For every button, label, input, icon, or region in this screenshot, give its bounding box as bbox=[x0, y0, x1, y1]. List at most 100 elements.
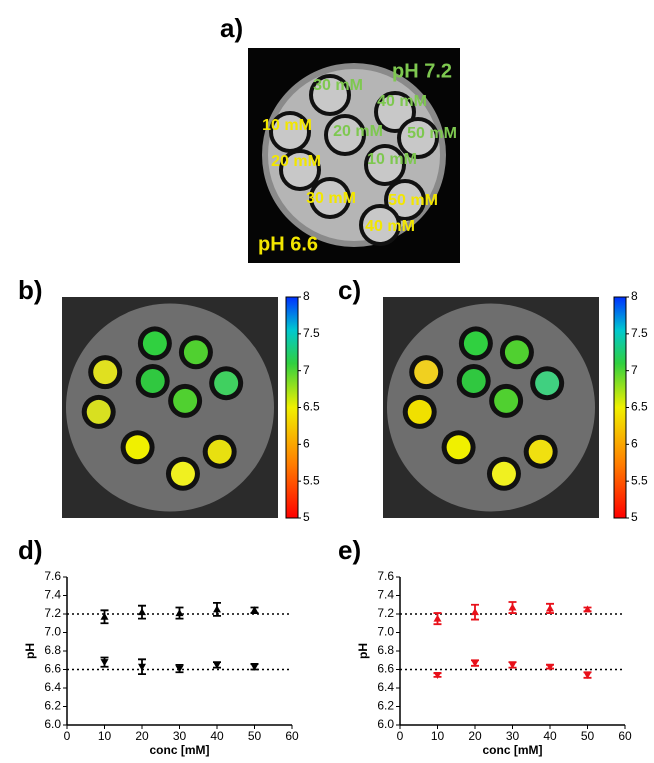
point bbox=[471, 660, 479, 668]
ph-spot bbox=[86, 399, 111, 424]
colorbar-tick-label: 6 bbox=[631, 437, 638, 451]
image-annotation: 30 mM bbox=[306, 190, 356, 207]
point bbox=[138, 608, 146, 616]
y-tick-label: 7.2 bbox=[377, 606, 394, 620]
ph-spot bbox=[142, 331, 167, 356]
point bbox=[138, 663, 146, 671]
colorbar bbox=[285, 296, 299, 519]
panel-label: c) bbox=[338, 275, 361, 305]
ph-spot bbox=[504, 340, 529, 365]
panel-label: b) bbox=[18, 275, 43, 305]
colorbar-tick-label: 6 bbox=[303, 437, 310, 451]
point bbox=[100, 659, 109, 667]
x-tick-label: 60 bbox=[285, 729, 299, 743]
point bbox=[250, 606, 259, 614]
image-annotation: 20 mM bbox=[333, 123, 383, 140]
ph-spot bbox=[407, 399, 432, 424]
point bbox=[433, 614, 442, 622]
x-tick-label: 0 bbox=[64, 729, 71, 743]
y-tick-label: 7.2 bbox=[44, 606, 61, 620]
point bbox=[213, 661, 221, 669]
x-axis-label: conc [mM] bbox=[483, 743, 543, 757]
y-axis-label: pH bbox=[356, 643, 370, 659]
ph-spot bbox=[491, 461, 516, 486]
y-tick-label: 6.2 bbox=[44, 699, 61, 713]
ph-spot bbox=[494, 388, 519, 413]
colorbar-tick-label: 7.5 bbox=[631, 326, 648, 340]
y-tick-label: 7.0 bbox=[377, 625, 394, 639]
x-tick-label: 10 bbox=[98, 729, 112, 743]
ph-spot bbox=[214, 371, 239, 396]
ph-spot bbox=[535, 371, 560, 396]
y-tick-label: 7.4 bbox=[44, 588, 61, 602]
y-axis-label: pH bbox=[23, 643, 37, 659]
y-tick-label: 6.2 bbox=[377, 699, 394, 713]
point bbox=[175, 609, 184, 617]
vial bbox=[269, 111, 311, 153]
colorbar-tick-label: 8 bbox=[303, 289, 310, 303]
ph-spot bbox=[170, 461, 195, 486]
colorbar-tick-label: 7 bbox=[303, 363, 310, 377]
point bbox=[508, 603, 517, 611]
y-tick-label: 6.0 bbox=[377, 717, 394, 731]
x-tick-label: 20 bbox=[135, 729, 149, 743]
panel-label: d) bbox=[18, 535, 43, 565]
colorbar-tick-label: 7.5 bbox=[303, 326, 320, 340]
point bbox=[100, 612, 109, 620]
y-tick-label: 6.8 bbox=[44, 643, 61, 657]
image-annotation: pH 6.6 bbox=[258, 233, 318, 255]
point bbox=[213, 605, 221, 613]
x-tick-label: 30 bbox=[506, 729, 520, 743]
ph-spot bbox=[140, 368, 165, 393]
y-tick-label: 7.6 bbox=[44, 569, 61, 583]
x-tick-label: 10 bbox=[431, 729, 445, 743]
ph-spot bbox=[528, 439, 553, 464]
image-annotation: 50 mM bbox=[388, 192, 438, 209]
colorbar-tick-label: 6.5 bbox=[631, 400, 648, 414]
ph-spot bbox=[207, 439, 232, 464]
ph-spot bbox=[414, 360, 439, 385]
x-tick-label: 50 bbox=[248, 729, 262, 743]
x-tick-label: 50 bbox=[581, 729, 595, 743]
y-tick-label: 6.4 bbox=[44, 680, 61, 694]
vial bbox=[384, 179, 426, 221]
x-tick-label: 20 bbox=[468, 729, 482, 743]
ph-spot bbox=[93, 360, 118, 385]
x-tick-label: 0 bbox=[397, 729, 404, 743]
vial bbox=[279, 149, 321, 191]
vial bbox=[324, 114, 366, 156]
y-tick-label: 7.4 bbox=[377, 588, 394, 602]
y-tick-label: 6.0 bbox=[44, 717, 61, 731]
ph-spot bbox=[173, 388, 198, 413]
point bbox=[471, 608, 479, 616]
image-annotation: 40 mM bbox=[365, 218, 415, 235]
colorbar-tick-label: 8 bbox=[631, 289, 638, 303]
y-tick-label: 7.6 bbox=[377, 569, 394, 583]
vial bbox=[374, 91, 416, 133]
ph-spot bbox=[183, 340, 208, 365]
vial bbox=[309, 177, 351, 219]
point bbox=[583, 672, 592, 680]
ph-spot bbox=[446, 435, 471, 460]
y-tick-label: 7.0 bbox=[44, 625, 61, 639]
image-annotation: pH 7.2 bbox=[392, 60, 452, 82]
image-annotation: 20 mM bbox=[271, 153, 321, 170]
ph-spot bbox=[463, 331, 488, 356]
point bbox=[546, 663, 554, 671]
x-tick-label: 30 bbox=[173, 729, 187, 743]
vial bbox=[309, 74, 351, 116]
y-tick-label: 6.6 bbox=[377, 662, 394, 676]
colorbar-tick-label: 6.5 bbox=[303, 400, 320, 414]
point bbox=[546, 604, 554, 612]
x-tick-label: 40 bbox=[543, 729, 557, 743]
colorbar bbox=[613, 296, 627, 519]
image-annotation: 10 mM bbox=[367, 151, 417, 168]
vial bbox=[397, 117, 439, 159]
vial bbox=[364, 144, 406, 186]
point bbox=[433, 672, 442, 680]
x-tick-label: 60 bbox=[618, 729, 632, 743]
image-annotation: 50 mM bbox=[407, 125, 457, 142]
vial bbox=[359, 204, 401, 246]
